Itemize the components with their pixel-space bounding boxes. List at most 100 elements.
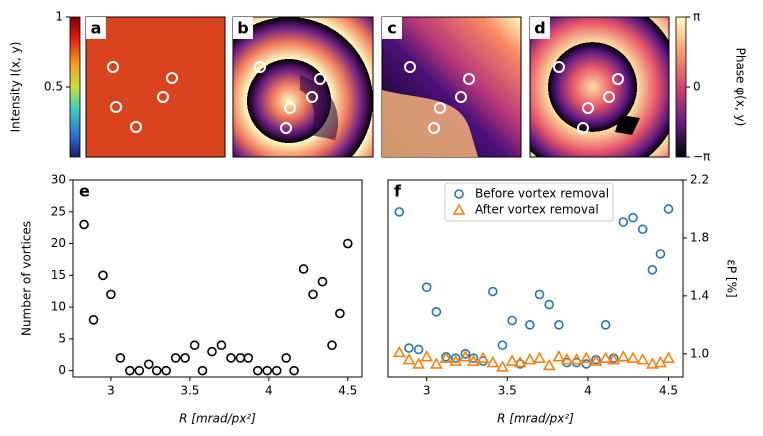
y-tick-label: 0 (58, 363, 66, 377)
legend-label: Before vortex removal (475, 187, 609, 201)
colorbar-label: Intensity I(x, y) (9, 42, 23, 133)
circle-marker (197, 365, 208, 376)
circle-marker (271, 365, 282, 376)
circle-marker (252, 365, 263, 376)
y-tick-label: 2.2 (690, 173, 709, 187)
panel-label: a (91, 19, 102, 38)
circle-marker (342, 238, 353, 249)
circle-marker (450, 353, 461, 363)
triangle-marker (452, 203, 466, 215)
circle-marker (115, 353, 126, 363)
triangle-marker (542, 358, 556, 371)
triangle-marker (412, 357, 425, 369)
triangle-marker (392, 345, 406, 358)
colorbar-tick-label: π (693, 10, 700, 24)
triangle-marker (560, 352, 574, 365)
circle-marker (507, 315, 517, 326)
triangle-marker (570, 352, 583, 365)
triangle-marker (533, 351, 546, 363)
circle-marker (189, 340, 200, 351)
circle-marker (216, 340, 227, 351)
triangle-marker (449, 354, 463, 366)
triangle-marker (607, 352, 621, 365)
y-tick-label: 5 (58, 331, 66, 345)
circle-marker (88, 315, 99, 325)
circle-marker (431, 307, 442, 317)
triangle-marker (459, 350, 472, 362)
x-tick-label: 3 (423, 384, 431, 398)
circle-marker (235, 353, 246, 363)
circle-marker (125, 365, 135, 376)
phase-colorbar (675, 16, 687, 158)
triangle-marker (599, 351, 612, 363)
circle-marker (618, 217, 629, 227)
circle-marker (289, 365, 299, 376)
triangle-marker (616, 350, 630, 362)
panel-a (85, 16, 226, 158)
circle-marker (180, 353, 190, 363)
circle-marker (317, 276, 328, 287)
intensity-colorbar (69, 16, 81, 158)
circle-marker (298, 264, 309, 274)
panel-b (232, 16, 374, 158)
circle-marker (98, 270, 108, 281)
y-tick-label: 1.8 (690, 230, 709, 244)
triangle-marker (523, 352, 537, 365)
circle-marker (144, 359, 154, 370)
colorbar-tick-label: 1 (55, 10, 63, 24)
x-tick-label: 4 (584, 384, 592, 398)
circle-marker (106, 289, 116, 300)
circle-marker (161, 365, 171, 376)
triangle-marker (646, 357, 659, 369)
triangle-marker (513, 355, 527, 368)
triangle-marker (430, 357, 443, 369)
circle-marker (663, 204, 674, 214)
legend-label: After vortex removal (475, 203, 599, 217)
circle-marker (544, 299, 555, 310)
circle-marker (454, 189, 464, 199)
y-tick-label: 15 (51, 268, 66, 282)
circle-marker (243, 353, 254, 363)
circle-marker (600, 320, 611, 330)
circle-marker (421, 282, 432, 292)
y-tick-label: 1.0 (690, 346, 709, 360)
circle-marker (308, 289, 318, 300)
circle-marker (281, 353, 291, 363)
colorbar-tick-label: −π (693, 150, 710, 164)
x-axis-label: R [mrad/px²] (179, 412, 256, 426)
triangle-marker (486, 355, 500, 368)
triangle-marker (439, 351, 453, 363)
y-tick-label: 30 (51, 173, 66, 187)
triangle-marker (467, 354, 480, 366)
triangle-marker (662, 351, 675, 363)
circle-marker (134, 365, 145, 376)
triangle-marker (505, 354, 519, 366)
circle-marker (647, 265, 658, 275)
triangle-marker (476, 351, 490, 363)
circle-marker (628, 212, 638, 223)
y-tick-label: 25 (51, 204, 66, 218)
circle-marker (170, 353, 181, 363)
circle-marker (394, 207, 405, 217)
y-axis-label: Number of vortices (20, 221, 34, 336)
y-tick-label: 1.4 (690, 288, 709, 302)
circle-marker (534, 289, 545, 300)
circle-marker (581, 359, 592, 369)
colorbar-label: Phase φ(x, y) (734, 48, 748, 127)
plot-frame (387, 179, 684, 378)
triangle-marker (636, 352, 650, 365)
y-tick-label: 20 (51, 236, 66, 250)
panel-label: b (237, 19, 248, 38)
circle-marker (460, 349, 471, 359)
circle-marker (335, 308, 345, 319)
circle-marker (497, 340, 508, 350)
x-tick-label: 4.5 (338, 384, 357, 398)
y-axis-label: εP [%] (725, 259, 739, 297)
circle-marker (404, 343, 414, 353)
circle-marker (79, 219, 89, 230)
triangle-marker (496, 360, 509, 372)
colorbar-tick-label: 0 (693, 80, 701, 94)
circle-marker (207, 346, 217, 357)
